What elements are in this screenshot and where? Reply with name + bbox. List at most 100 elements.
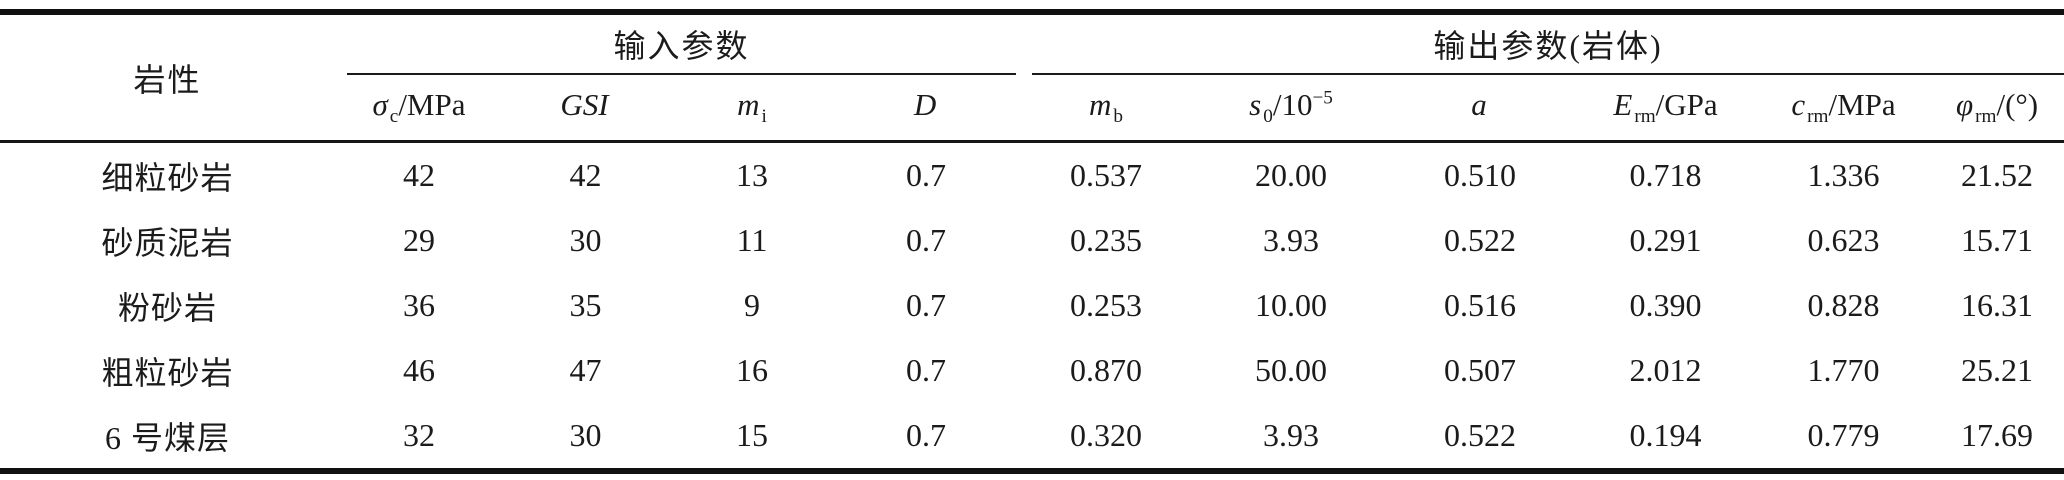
group-header-input-parameters: 输入参数 (335, 12, 1017, 75)
value-cell: 13 (736, 157, 768, 193)
column-header-sigma-c: σ c/MPa (335, 75, 503, 143)
variable-symbol: m (737, 86, 760, 122)
unit-label: /MPa (1828, 86, 1896, 122)
row-label: 粉砂岩 (117, 289, 217, 326)
variable-symbol: E (1613, 86, 1633, 122)
variable-subscript: 0 (1263, 106, 1273, 128)
column-header-d: D (836, 75, 1017, 143)
row-label: 粗粒砂岩 (101, 354, 234, 391)
value-cell: 1.336 (1807, 157, 1880, 193)
row-label: 砂质泥岩 (101, 224, 234, 261)
value-cell: 0.507 (1444, 352, 1517, 388)
variable-symbol: c (1791, 86, 1806, 122)
variable-symbol: m (1089, 86, 1112, 122)
variable-subscript: b (1113, 106, 1124, 128)
value-cell: 21.52 (1961, 157, 2034, 193)
unit-exponent: −5 (1312, 87, 1333, 109)
value-cell: 0.291 (1629, 222, 1702, 258)
table-row-coal-seam-6: 6 号煤层 32 30 15 0.7 0.320 3.93 0.522 0.19… (0, 403, 2064, 471)
value-cell: 0.7 (906, 417, 946, 453)
value-cell: 0.194 (1629, 417, 1702, 453)
value-cell: 0.320 (1070, 417, 1143, 453)
value-cell: 42 (569, 157, 602, 193)
value-cell: 35 (569, 287, 602, 323)
variable-subscript: i (761, 106, 767, 128)
value-cell: 32 (403, 417, 435, 453)
value-cell: 0.870 (1070, 352, 1143, 388)
value-cell: 10.00 (1255, 287, 1328, 323)
column-header-crm: c rm/MPa (1757, 75, 1931, 143)
variable-symbol: φ (1955, 86, 1974, 122)
variable-symbol: D (913, 86, 937, 122)
unit-label: /GPa (1655, 86, 1718, 122)
value-cell: 3.93 (1263, 222, 1320, 258)
variable-subscript: rm (1975, 106, 1997, 128)
table-row-sandy-mudstone: 砂质泥岩 29 30 11 0.7 0.235 3.93 0.522 0.291… (0, 208, 2064, 273)
table-row-fine-sandstone: 细粒砂岩 42 42 13 0.7 0.537 20.00 0.510 0.71… (0, 142, 2064, 209)
value-cell: 16 (736, 352, 768, 388)
value-cell: 47 (569, 352, 602, 388)
value-cell: 25.21 (1961, 352, 2034, 388)
variable-symbol: GSI (560, 86, 609, 122)
value-cell: 0.779 (1807, 417, 1880, 453)
value-cell: 9 (744, 287, 760, 323)
unit-label: /MPa (398, 86, 466, 122)
value-cell: 0.510 (1444, 157, 1517, 193)
group-header-row: 岩性 输入参数 输出参数(岩体) (0, 12, 2064, 143)
value-cell: 0.235 (1070, 222, 1143, 258)
column-header-s0: s 0/10−5 (1196, 75, 1387, 143)
value-cell: 0.522 (1444, 222, 1517, 258)
value-cell: 0.828 (1807, 287, 1880, 323)
variable-subscript: rm (1634, 106, 1656, 128)
value-cell: 30 (569, 417, 602, 453)
variable-symbol: σ (372, 86, 388, 122)
value-cell: 0.516 (1444, 287, 1517, 323)
value-cell: 2.012 (1629, 352, 1702, 388)
value-cell: 0.7 (906, 222, 946, 258)
value-cell: 3.93 (1263, 417, 1320, 453)
value-cell: 16.31 (1961, 287, 2034, 323)
row-label: 细粒砂岩 (101, 159, 234, 196)
value-cell: 20.00 (1255, 157, 1328, 193)
value-cell: 29 (403, 222, 435, 258)
value-cell: 0.537 (1070, 157, 1143, 193)
value-cell: 15 (736, 417, 768, 453)
value-cell: 0.390 (1629, 287, 1702, 323)
value-cell: 42 (403, 157, 435, 193)
column-header-lithology: 岩性 (0, 12, 335, 143)
value-cell: 0.253 (1070, 287, 1143, 323)
value-cell: 0.7 (906, 287, 946, 323)
value-cell: 0.623 (1807, 222, 1880, 258)
column-header-gsi: GSI (503, 75, 668, 143)
variable-symbol: a (1471, 86, 1487, 122)
variable-subscript: c (389, 106, 399, 128)
variable-subscript: rm (1807, 106, 1829, 128)
value-cell: 30 (569, 222, 602, 258)
group-header-output-parameters: 输出参数(岩体) (1016, 12, 2064, 75)
table-row-coarse-sandstone: 粗粒砂岩 46 47 16 0.7 0.870 50.00 0.507 2.01… (0, 338, 2064, 403)
value-cell: 11 (736, 222, 768, 258)
variable-symbol: s (1249, 86, 1262, 122)
value-cell: 46 (403, 352, 435, 388)
unit-label: /(°) (1996, 86, 2039, 122)
value-cell: 17.69 (1961, 417, 2034, 453)
value-cell: 0.522 (1444, 417, 1517, 453)
column-header-phirm: φ rm/(°) (1930, 75, 2064, 143)
value-cell: 0.7 (906, 157, 946, 193)
value-cell: 0.718 (1629, 157, 1702, 193)
value-cell: 0.7 (906, 352, 946, 388)
unit-label: /10 (1272, 86, 1313, 122)
row-label: 6 号煤层 (104, 419, 230, 456)
value-cell: 50.00 (1255, 352, 1328, 388)
column-header-a: a (1386, 75, 1575, 143)
value-cell: 36 (403, 287, 435, 323)
group-header-output-label: 输出参数(岩体) (1032, 15, 2064, 75)
value-cell: 1.770 (1807, 352, 1880, 388)
group-header-input-label: 输入参数 (347, 15, 1017, 75)
